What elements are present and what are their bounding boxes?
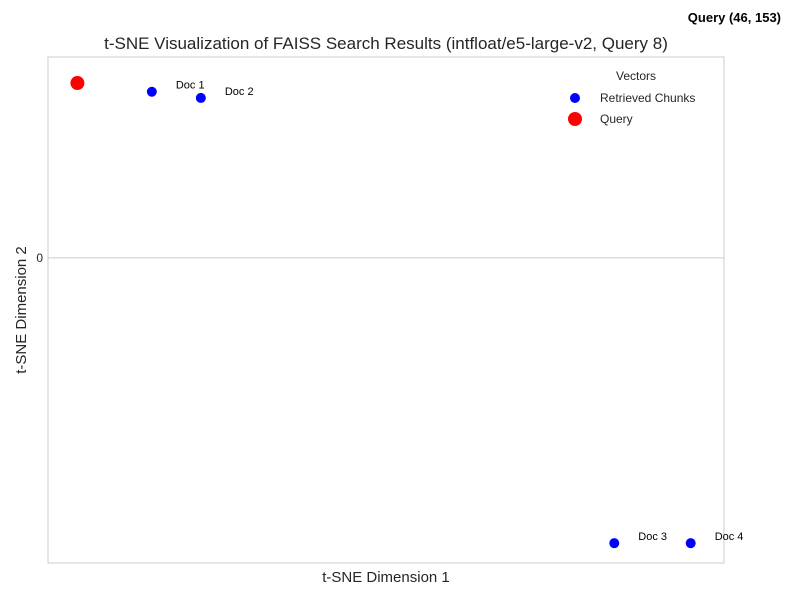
- query-point: [70, 76, 85, 91]
- data-points: Doc 1 Doc 2 Doc 3 Doc 4: [70, 76, 744, 549]
- y-axis-label: t-SNE Dimension 2: [13, 246, 30, 374]
- plot-area: [47, 56, 725, 564]
- x-axis-label: t-SNE Dimension 1: [322, 569, 450, 586]
- query-coordinate-note: Query (46, 153): [687, 10, 781, 25]
- point-label: Doc 1: [176, 80, 205, 92]
- legend-marker: [568, 112, 582, 126]
- retrieved-chunk-point: [195, 92, 206, 103]
- legend-marker: [570, 93, 580, 103]
- retrieved-chunk-point: [685, 538, 696, 549]
- retrieved-chunk-point: [146, 86, 157, 97]
- legend: Vectors Retrieved Chunks Query: [568, 69, 695, 126]
- legend-entry-label: Retrieved Chunks: [600, 91, 695, 105]
- legend-entry-label: Query: [600, 112, 633, 126]
- retrieved-chunk-point: [609, 538, 620, 549]
- point-label: Doc 3: [638, 531, 667, 543]
- point-label: Doc 2: [225, 86, 254, 98]
- y-axis-ticks: 0: [36, 251, 43, 265]
- chart-title: t-SNE Visualization of FAISS Search Resu…: [104, 34, 668, 53]
- y-tick-label: 0: [36, 251, 43, 265]
- point-label: Doc 4: [715, 531, 744, 543]
- legend-title: Vectors: [616, 69, 656, 83]
